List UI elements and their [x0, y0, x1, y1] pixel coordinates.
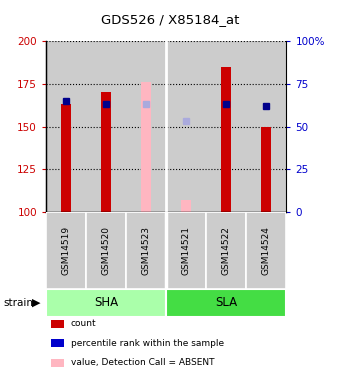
Bar	[247, 41, 286, 212]
Bar	[87, 41, 126, 212]
Text: percentile rank within the sample: percentile rank within the sample	[71, 339, 224, 348]
Text: GSM14519: GSM14519	[62, 226, 71, 275]
Text: SLA: SLA	[215, 296, 237, 309]
Bar	[262, 127, 271, 212]
Bar	[46, 289, 166, 317]
Bar	[141, 82, 151, 212]
Bar	[101, 93, 111, 212]
Text: GSM14523: GSM14523	[142, 226, 151, 275]
Text: ▶: ▶	[32, 298, 40, 308]
Bar	[206, 212, 246, 289]
Bar	[167, 41, 206, 212]
Text: count: count	[71, 319, 97, 328]
Bar	[46, 41, 86, 212]
Bar	[46, 212, 86, 289]
Bar	[221, 67, 231, 212]
Bar	[61, 104, 71, 212]
Bar	[166, 289, 286, 317]
Text: strain: strain	[3, 298, 33, 308]
Text: GDS526 / X85184_at: GDS526 / X85184_at	[101, 13, 240, 26]
Bar	[166, 212, 206, 289]
Bar	[181, 200, 191, 212]
Text: GSM14520: GSM14520	[102, 226, 110, 275]
Text: SHA: SHA	[94, 296, 118, 309]
Bar	[86, 212, 126, 289]
Bar	[207, 41, 246, 212]
Text: GSM14524: GSM14524	[262, 226, 271, 275]
Bar	[246, 212, 286, 289]
Text: GSM14522: GSM14522	[222, 226, 231, 275]
Text: GSM14521: GSM14521	[182, 226, 191, 275]
Text: value, Detection Call = ABSENT: value, Detection Call = ABSENT	[71, 358, 214, 367]
Bar	[127, 41, 166, 212]
Bar	[126, 212, 166, 289]
